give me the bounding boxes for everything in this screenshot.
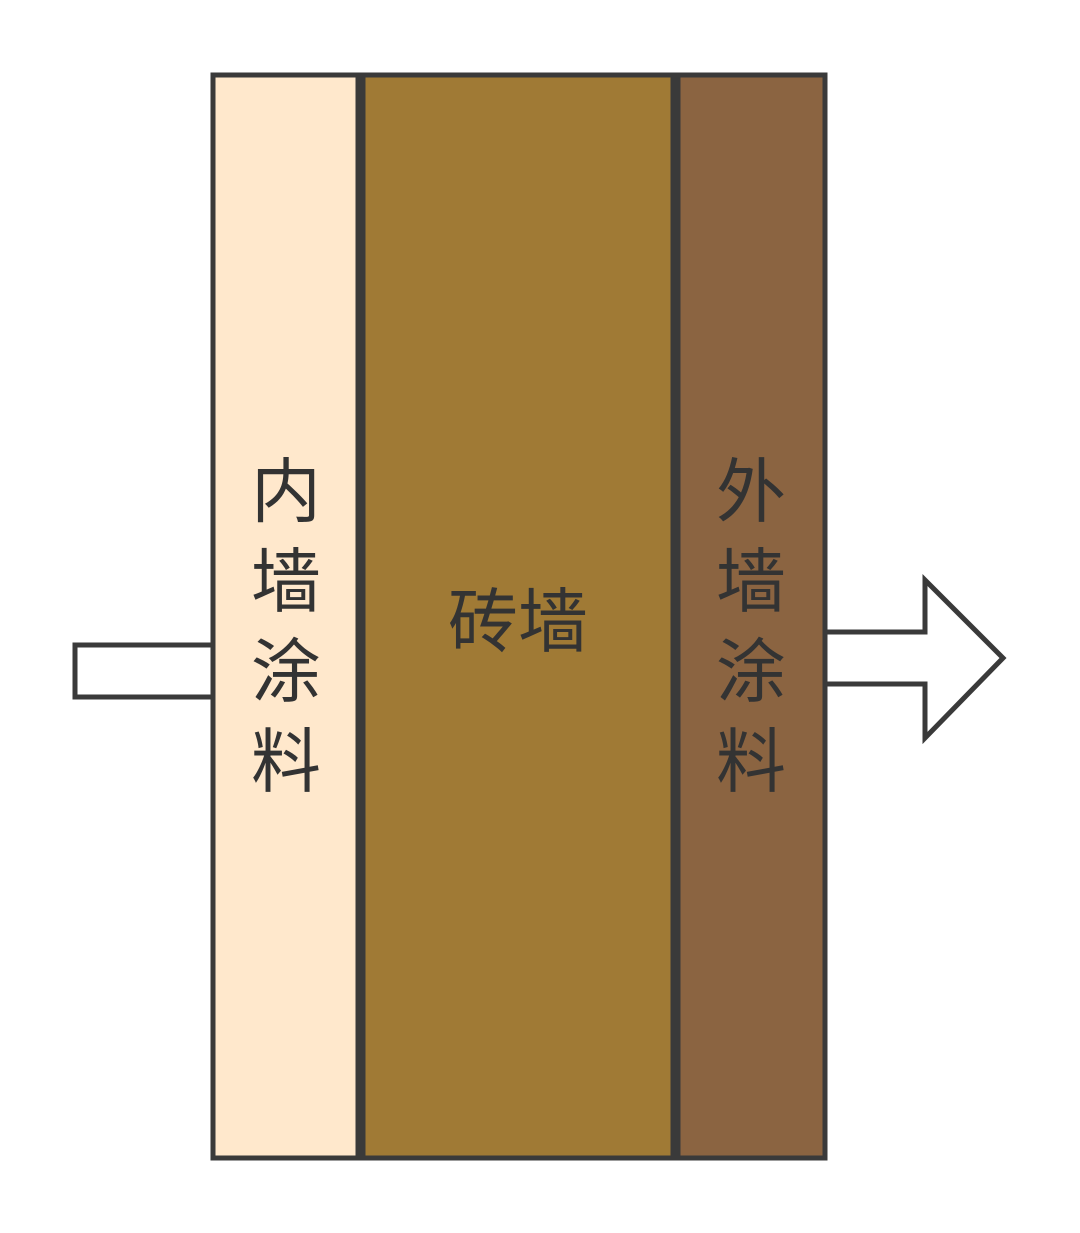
outer-label-char: 外 xyxy=(716,451,786,533)
incoming-arrow xyxy=(72,642,216,700)
inner-coating-layer xyxy=(210,72,361,1161)
outgoing-arrow xyxy=(825,573,1007,745)
inner-label-char: 涂 xyxy=(251,631,321,713)
outer-label-char: 墙 xyxy=(716,541,786,623)
brick-wall-layer xyxy=(360,72,676,1161)
outer-label-char: 料 xyxy=(716,721,786,803)
outer-label-char: 涂 xyxy=(716,631,786,713)
inner-label-char: 墙 xyxy=(251,541,321,623)
brick-wall-label: 砖墙 xyxy=(448,581,588,663)
inner-label-char: 内 xyxy=(251,451,321,533)
outer-coating-label: 外 墙 涂 料 xyxy=(716,451,786,803)
inner-coating-label: 内 墙 涂 料 xyxy=(251,451,321,803)
outer-coating-layer xyxy=(675,72,828,1161)
inner-label-char: 料 xyxy=(251,721,321,803)
